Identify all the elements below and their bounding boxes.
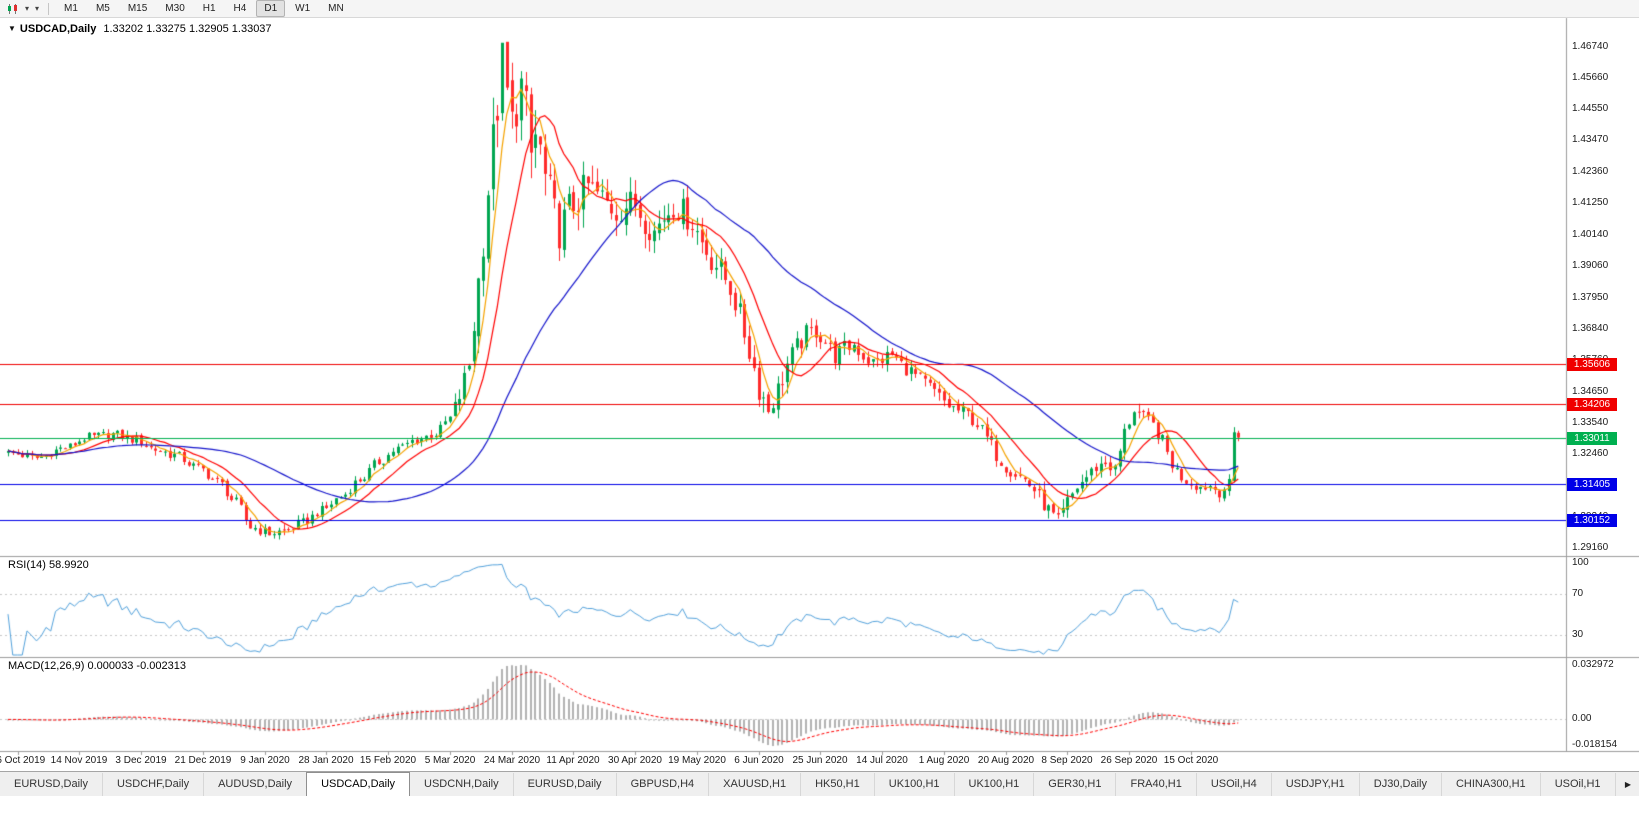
timeframe-button-m5[interactable]: M5 — [95, 3, 110, 14]
candlestick-chart-icon[interactable] — [5, 1, 22, 17]
timeframe-button-m15[interactable]: M15 — [127, 3, 148, 14]
time-scale[interactable] — [0, 751, 1566, 771]
window-tab-ger30-h1[interactable]: GER30,H1 — [1034, 773, 1117, 796]
window-tab-gbpusd-h4[interactable]: GBPUSD,H4 — [617, 773, 710, 796]
window-tab-audusd-daily[interactable]: AUDUSD,Daily — [204, 773, 308, 796]
zoom-menu-caret-icon[interactable]: ▾ — [35, 4, 40, 13]
window-tab-xauusd-h1[interactable]: XAUUSD,H1 — [709, 773, 802, 796]
window-tab-usoil-h1[interactable]: USOil,H1 — [1541, 773, 1616, 796]
window-tab-uk100-h1[interactable]: UK100,H1 — [955, 773, 1035, 796]
timeframe-button-h1[interactable]: H1 — [202, 3, 216, 14]
timeframe-button-mn[interactable]: MN — [328, 3, 344, 14]
window-tab-hk50-h1[interactable]: HK50,H1 — [801, 773, 875, 796]
chart-type-caret-icon[interactable]: ▾ — [25, 4, 30, 13]
window-tab-usdjpy-h1[interactable]: USDJPY,H1 — [1272, 773, 1360, 796]
price-scale[interactable] — [1566, 18, 1639, 751]
window-tab-usoil-h4[interactable]: USOil,H4 — [1197, 773, 1272, 796]
window-tab-eurusd-daily[interactable]: EURUSD,Daily — [0, 773, 103, 796]
timeframe-button-d1[interactable]: D1 — [256, 0, 286, 17]
timeframe-button-m1[interactable]: M1 — [64, 3, 78, 14]
timeframe-button-m30[interactable]: M30 — [165, 3, 185, 14]
toolbar-separator — [48, 2, 50, 15]
window-tabbar: EURUSD,Daily USDCHF,Daily AUDUSD,Daily USDC… — [0, 771, 1639, 796]
timeframe-button-w1[interactable]: W1 — [295, 3, 311, 14]
window-tab-uk100-h1[interactable]: UK100,H1 — [875, 773, 955, 796]
window-tab-dj30-daily[interactable]: DJ30,Daily — [1360, 773, 1442, 796]
window-tabs: EURUSD,Daily USDCHF,Daily AUDUSD,Daily USDC… — [0, 772, 1616, 796]
window-tab-china300-h1[interactable]: CHINA300,H1 — [1442, 773, 1541, 796]
tabbar-scroll-right-icon[interactable]: ▶ — [1617, 772, 1639, 796]
window-tab-usdcnh-daily[interactable]: USDCNH,Daily — [410, 773, 514, 796]
toolbar: ▾ ▾ M1 M5 M15 M30 H1 H4 D1 W1 MN — [0, 0, 1639, 18]
window-tab-fra40-h1[interactable]: FRA40,H1 — [1116, 773, 1197, 796]
window-tab-usdcad-daily[interactable]: USDCAD,Daily — [306, 772, 411, 796]
timeframe-button-h4[interactable]: H4 — [233, 3, 247, 14]
timeframe-buttons: M1 M5 M15 M30 H1 H4 D1 W1 MN — [55, 0, 353, 17]
window-tab-usdchf-daily[interactable]: USDCHF,Daily — [103, 773, 205, 796]
window-tab-eurusd-daily[interactable]: EURUSD,Daily — [514, 773, 617, 796]
